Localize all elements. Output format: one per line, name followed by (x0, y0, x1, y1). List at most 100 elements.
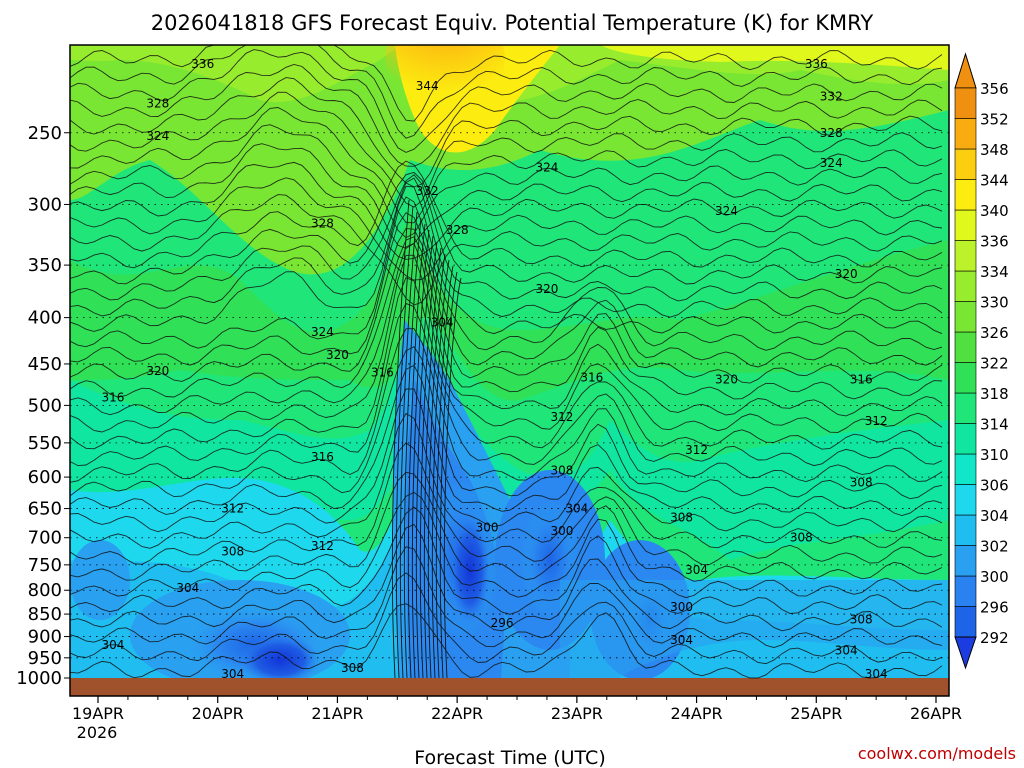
colorbar-label: 318 (980, 385, 1009, 403)
contour-line (427, 253, 446, 679)
contour-line (70, 77, 943, 188)
contour-label: 304 (865, 667, 888, 681)
colorbar-swatch (954, 392, 977, 424)
contour-label: 304 (221, 667, 244, 681)
y-tick-label: 400 (28, 308, 62, 329)
contour-line (70, 228, 943, 384)
contour-line (70, 177, 943, 281)
colorbar-swatch (954, 240, 977, 272)
contour-line (70, 346, 943, 500)
contour-label: 312 (550, 410, 573, 424)
colorbar-label: 340 (980, 202, 1009, 220)
contour-label: 304 (176, 581, 199, 595)
contour-label: 312 (685, 443, 708, 457)
contour-line (70, 236, 943, 400)
x-tick-label: 24APR (671, 704, 723, 723)
contour-line (443, 277, 462, 679)
contour-label: 300 (670, 600, 693, 614)
y-tick-label: 750 (28, 555, 62, 576)
contour-line (407, 223, 426, 679)
contour-label: 316 (102, 390, 125, 404)
contour-line (70, 212, 943, 368)
contour-line (70, 45, 943, 122)
colorbar: 292 296 300 302 304 306 310 314 318 322 326 330 334 3… (954, 52, 1009, 670)
colorbar-swatch (954, 87, 977, 119)
colorbar-extend-min (954, 636, 977, 670)
colorbar-label: 326 (980, 324, 1009, 342)
contour-label: 316 (580, 371, 603, 385)
contour-line (70, 49, 943, 153)
contour-label: 308 (221, 545, 244, 559)
colorbar-label: 296 (980, 599, 1009, 617)
y-tick-label: 800 (28, 580, 62, 601)
colorbar-label: 302 (980, 538, 1009, 556)
contour-line (70, 194, 943, 306)
contour-line (70, 91, 943, 208)
contour-line (70, 328, 943, 483)
contour-label: 336 (805, 57, 828, 71)
y-tick-label: 950 (28, 648, 62, 669)
contour-label: 332 (820, 90, 843, 104)
contour-line (70, 523, 943, 632)
plot-frame (69, 44, 950, 697)
colorbar-swatch (954, 484, 977, 516)
colorbar-swatch (954, 514, 977, 546)
contour-label: 328 (446, 223, 469, 237)
colorbar-label: 292 (980, 629, 1009, 647)
contour-line (70, 107, 943, 224)
plot-area (70, 45, 949, 696)
colorbar-label: 322 (980, 355, 1009, 373)
contour-line (395, 205, 414, 679)
contour-line (70, 572, 943, 665)
colorbar-swatch (954, 118, 977, 150)
colorbar-swatch (954, 545, 977, 577)
contour-line (423, 247, 442, 679)
contour-line (70, 160, 943, 269)
colorbar-label: 344 (980, 172, 1009, 190)
contour-label: 316 (371, 366, 394, 380)
contour-label: 308 (550, 463, 573, 477)
contour-label: 320 (146, 364, 169, 378)
y-tick-label: 900 (28, 627, 62, 648)
contour-line (70, 174, 943, 302)
colorbar-swatch (954, 270, 977, 302)
y-tick-label: 600 (28, 467, 62, 488)
colorbar-label: 310 (980, 446, 1009, 464)
colorbar-extend-max (954, 52, 977, 89)
contour-label: 328 (146, 96, 169, 110)
contour-label: 308 (790, 531, 813, 545)
y-tick-label: 300 (28, 194, 62, 215)
colorbar-swatch (954, 362, 977, 394)
contour-line (70, 277, 943, 450)
contour-label: 324 (715, 204, 738, 218)
colorbar-swatch (954, 575, 977, 607)
contour-label: 320 (715, 372, 738, 386)
contour-line (70, 506, 943, 615)
contour-line (415, 235, 434, 679)
colorbar-label: 300 (980, 568, 1009, 586)
y-tick-label: 550 (28, 433, 62, 454)
colorbar-swatch (954, 423, 977, 455)
y-tick-label: 250 (28, 123, 62, 144)
colorbar-swatch (954, 331, 977, 363)
contour-line (70, 143, 943, 249)
contour-line (70, 185, 943, 335)
contour-line (70, 196, 943, 351)
colorbar-swatch (954, 209, 977, 241)
y-axis: 2503003504004505005506006507007508008509… (16, 123, 70, 689)
contour-label: 324 (820, 156, 843, 170)
x-tick-label: 20APR (192, 704, 244, 723)
contour-line (70, 491, 943, 599)
contour-line (403, 217, 422, 679)
contour-label: 300 (476, 520, 499, 534)
contour-line (70, 364, 943, 516)
y-tick-label: 500 (28, 395, 62, 416)
contour-label: 300 (550, 524, 573, 538)
colorbar-swatch (954, 179, 977, 211)
contour-label: 308 (850, 475, 873, 489)
colorbar-label: 314 (980, 416, 1009, 434)
contour-line (419, 241, 438, 679)
contour-line (70, 171, 943, 285)
colorbar-label: 330 (980, 294, 1009, 312)
